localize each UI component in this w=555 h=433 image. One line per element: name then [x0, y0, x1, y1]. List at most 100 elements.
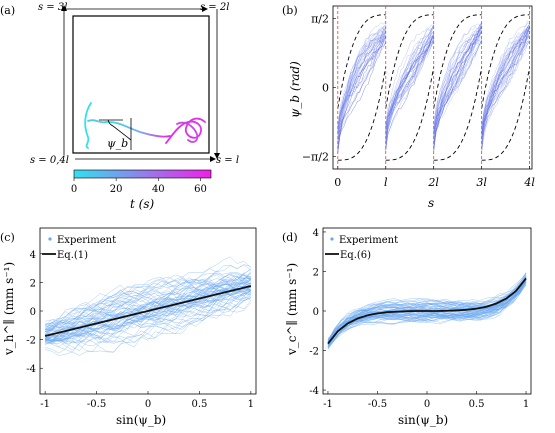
panel-b: (b) 0 l 2l 3l 4l π/2 0 −π/2 s ψ_b (rad) — [282, 4, 535, 210]
experiment-trace — [327, 277, 527, 339]
psi-trace — [385, 27, 434, 126]
y-tick-label-b: −π/2 — [302, 151, 329, 164]
x-tick-labels-d: -1 -0.5 0 0.5 1 — [323, 391, 529, 410]
panel-a: (a) s = 3l s = 2l s = 0,4l s = l — [0, 2, 239, 211]
psi-trace — [337, 41, 386, 140]
experiment-trace — [44, 288, 251, 340]
y-tick-labels-c: 4 2 0 -2 -4 — [26, 250, 43, 375]
envelope-upper — [337, 14, 386, 109]
psi-trace — [385, 38, 434, 133]
arena-box — [72, 15, 210, 154]
x-tick-label: -1 — [323, 399, 333, 410]
x-tick-label-b: 3l — [476, 176, 487, 189]
experiment-trace — [44, 289, 252, 344]
fit-line — [44, 285, 252, 337]
y-tick-label: -4 — [309, 386, 319, 397]
psi-trace — [433, 22, 482, 125]
psi-trace — [337, 28, 386, 151]
experiment-trace — [327, 278, 527, 350]
experiment-trace — [327, 273, 527, 341]
psi-trace — [337, 36, 386, 134]
psi-trace — [385, 24, 434, 144]
experiment-trace — [45, 282, 252, 325]
angle-marker — [99, 118, 132, 150]
envelope-lower — [481, 66, 531, 161]
y-tick-label: 0 — [313, 307, 319, 318]
experiment-trace — [44, 275, 252, 330]
experiment-trace — [327, 273, 527, 343]
x-tick-label-b: l — [384, 176, 388, 189]
colorbar-ticks: 0 20 40 60 — [71, 178, 207, 195]
psi-trace — [385, 37, 434, 151]
x-tick-label: 1 — [248, 399, 254, 410]
experiment-trace — [45, 268, 252, 342]
psi-trace — [337, 37, 386, 128]
x-tick-labels-b: 0 l 2l 3l 4l — [334, 166, 535, 189]
psi-trace — [433, 31, 482, 144]
x-tick-label: 1 — [523, 399, 529, 410]
panel-a-label: (a) — [0, 4, 15, 17]
psi-trace — [385, 25, 434, 152]
panel-d-label: (d) — [282, 231, 298, 244]
perimeter-arrows — [63, 8, 218, 160]
experiment-trace — [44, 290, 252, 348]
psi-trace — [337, 37, 386, 139]
x-tick-label: 0 — [145, 399, 151, 410]
y-tick-label: -2 — [309, 347, 319, 358]
psi-trace — [337, 20, 386, 135]
psi-trace — [481, 42, 530, 153]
y-axis-label-b: ψ_b (rad) — [288, 61, 302, 118]
envelope-upper — [385, 14, 434, 109]
y-tick-label: -2 — [26, 336, 36, 347]
legend-label-experiment-c: Experiment — [57, 235, 116, 246]
psi-trace — [337, 30, 386, 143]
x-tick-label: -0.5 — [368, 399, 387, 410]
y-axis-label-c: v_h^∥ (mm s⁻¹) — [2, 262, 16, 356]
arrow-heads — [61, 5, 220, 162]
x-tick-labels-c: -1 -0.5 0 0.5 1 — [40, 391, 254, 410]
experiment-trace — [45, 302, 252, 351]
psi-trace — [433, 36, 482, 148]
envelope-upper — [481, 14, 530, 109]
legend-d: Experiment Eq.(6) — [325, 235, 398, 261]
experiment-trace — [44, 264, 251, 331]
psi-trace — [433, 22, 482, 140]
psi-trace — [433, 32, 482, 142]
psi-trace — [337, 40, 386, 128]
psi-traces — [337, 20, 530, 154]
corner-label-2l: s = 2l — [200, 2, 229, 13]
x-axis-label-b: s — [428, 196, 434, 210]
legend-marker-experiment-d — [330, 237, 334, 241]
panel-d: (d) -1 -0.5 0 0.5 1 4 2 0 -2 -4 Experiment Eq.(6… — [282, 227, 532, 427]
y-tick-label: 2 — [30, 278, 36, 289]
experiment-trace — [327, 272, 527, 343]
psi-trace — [481, 32, 530, 147]
experiment-trace — [45, 277, 251, 335]
colorbar-tick-label: 40 — [152, 184, 165, 195]
y-tick-label-b: 0 — [322, 82, 329, 95]
body-trajectory — [84, 102, 206, 149]
legend-label-fit-c: Eq.(1) — [57, 250, 88, 261]
psi-trace — [385, 36, 434, 151]
legend-marker-experiment-c — [48, 237, 52, 241]
psi-trace — [433, 25, 482, 128]
x-axis-label-d: sin(ψ_b) — [398, 413, 448, 427]
y-tick-labels-b: π/2 0 −π/2 — [302, 12, 336, 164]
experiment-trace — [327, 280, 527, 349]
colorbar — [73, 169, 212, 179]
legend-c: Experiment Eq.(1) — [42, 235, 116, 261]
y-tick-label: 4 — [313, 228, 319, 239]
psi-b-label: ψ_b — [107, 137, 128, 150]
colorbar-tick-label: 60 — [194, 184, 207, 195]
experiment-trace — [327, 276, 527, 341]
y-axis-label-d: v_c^∥ (mm s⁻¹) — [285, 263, 299, 356]
envelope-upper — [433, 14, 482, 109]
experiment-trace — [45, 274, 252, 331]
dashed-envelope — [337, 14, 531, 161]
psi-trace — [385, 33, 434, 133]
psi-trace — [385, 41, 434, 129]
y-tick-label-b: π/2 — [311, 12, 329, 25]
psi-trace — [385, 27, 434, 138]
x-axis-label-c: sin(ψ_b) — [116, 413, 166, 427]
experiment-trace — [45, 274, 252, 322]
